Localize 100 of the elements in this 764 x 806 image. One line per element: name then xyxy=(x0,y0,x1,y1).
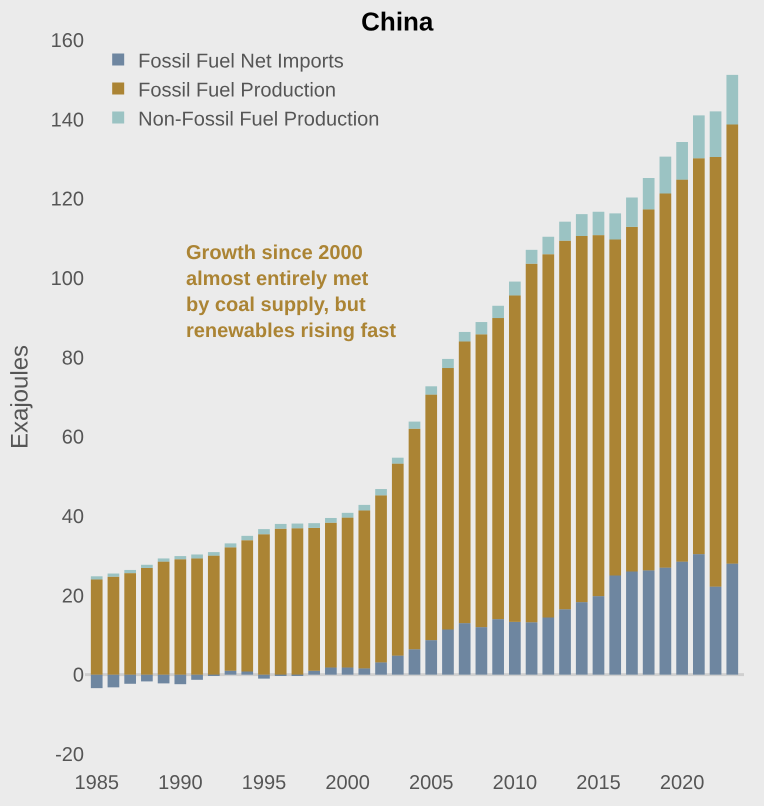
bar xyxy=(442,358,454,368)
bar xyxy=(726,564,738,675)
bar xyxy=(458,623,471,675)
bar xyxy=(258,674,270,679)
bar xyxy=(592,212,604,236)
y-tick-label: 40 xyxy=(62,506,84,528)
bar xyxy=(358,510,370,668)
bar xyxy=(642,570,655,675)
bar xyxy=(208,556,220,675)
y-tick-label: -20 xyxy=(55,744,84,766)
y-tick-label: 100 xyxy=(50,268,84,290)
bar xyxy=(509,622,521,675)
bar xyxy=(592,596,604,675)
bar xyxy=(141,564,153,568)
bar xyxy=(141,674,153,682)
bar xyxy=(425,394,438,640)
y-tick-label: 80 xyxy=(62,347,84,370)
x-tick-label: 2020 xyxy=(660,772,704,794)
bar xyxy=(626,226,638,572)
bar xyxy=(174,559,186,675)
bar xyxy=(258,529,270,534)
bar xyxy=(476,627,488,675)
bar xyxy=(692,158,705,554)
bar xyxy=(692,554,705,675)
bar xyxy=(542,254,554,618)
bar xyxy=(542,618,554,675)
bar xyxy=(141,568,153,675)
bar xyxy=(224,670,236,675)
bar xyxy=(292,524,304,528)
bar xyxy=(492,619,504,675)
bar xyxy=(191,674,203,680)
bar xyxy=(241,540,254,672)
bar xyxy=(392,656,404,675)
bar xyxy=(476,322,488,334)
legend-label: Non-Fossil Fuel Production xyxy=(138,108,380,130)
bar xyxy=(174,556,186,560)
bar xyxy=(191,554,203,558)
y-tick-label: 140 xyxy=(50,109,84,132)
x-tick-label: 2010 xyxy=(492,772,538,794)
bar xyxy=(158,674,170,684)
bar xyxy=(224,547,236,671)
bar xyxy=(308,670,320,675)
bar xyxy=(425,640,438,675)
bar xyxy=(660,194,672,568)
bar xyxy=(526,264,538,622)
bar xyxy=(676,180,688,562)
bar xyxy=(241,536,254,540)
bar xyxy=(392,458,404,464)
y-axis-title: Exajoules xyxy=(6,344,34,450)
bar xyxy=(726,124,738,564)
bar xyxy=(90,576,103,580)
bar xyxy=(559,240,571,610)
bar xyxy=(576,236,588,602)
bar xyxy=(108,576,120,675)
bar xyxy=(274,524,287,529)
bar xyxy=(325,668,337,675)
bar xyxy=(676,142,688,180)
bar xyxy=(342,668,354,675)
bar xyxy=(158,562,170,675)
bar xyxy=(626,572,638,675)
bar xyxy=(559,609,571,675)
x-tick-label: 2015 xyxy=(576,772,621,794)
bar xyxy=(191,558,203,675)
bar xyxy=(325,522,337,668)
y-tick-label: 20 xyxy=(62,585,84,608)
bar xyxy=(124,573,136,675)
legend-label: Fossil Fuel Net Imports xyxy=(138,50,344,72)
bar xyxy=(710,157,722,587)
bar xyxy=(710,111,722,158)
bar xyxy=(559,222,571,241)
bar xyxy=(458,332,471,342)
bar xyxy=(124,674,136,684)
bar xyxy=(408,428,420,650)
bar xyxy=(609,213,622,240)
bar xyxy=(108,574,120,577)
bar xyxy=(375,662,387,675)
bar xyxy=(174,674,186,684)
x-tick-label: 1990 xyxy=(158,772,203,794)
bar xyxy=(592,235,604,596)
bar xyxy=(676,562,688,675)
bar xyxy=(492,318,504,620)
bar xyxy=(710,586,722,675)
chart-title: China xyxy=(361,6,434,36)
bar xyxy=(358,504,370,510)
bar xyxy=(576,214,588,236)
y-tick-label: 160 xyxy=(50,30,84,52)
bar xyxy=(626,197,638,227)
bar xyxy=(726,74,738,124)
bar xyxy=(325,518,337,523)
y-tick-label: 120 xyxy=(50,188,84,211)
bar xyxy=(576,602,588,675)
x-tick-label: 2005 xyxy=(408,772,454,794)
bar xyxy=(492,306,504,318)
bar xyxy=(308,528,320,671)
bar xyxy=(476,334,488,628)
bar xyxy=(124,570,136,574)
bar xyxy=(258,534,270,675)
bar xyxy=(408,649,420,675)
bar xyxy=(292,528,304,675)
bar xyxy=(692,115,705,158)
